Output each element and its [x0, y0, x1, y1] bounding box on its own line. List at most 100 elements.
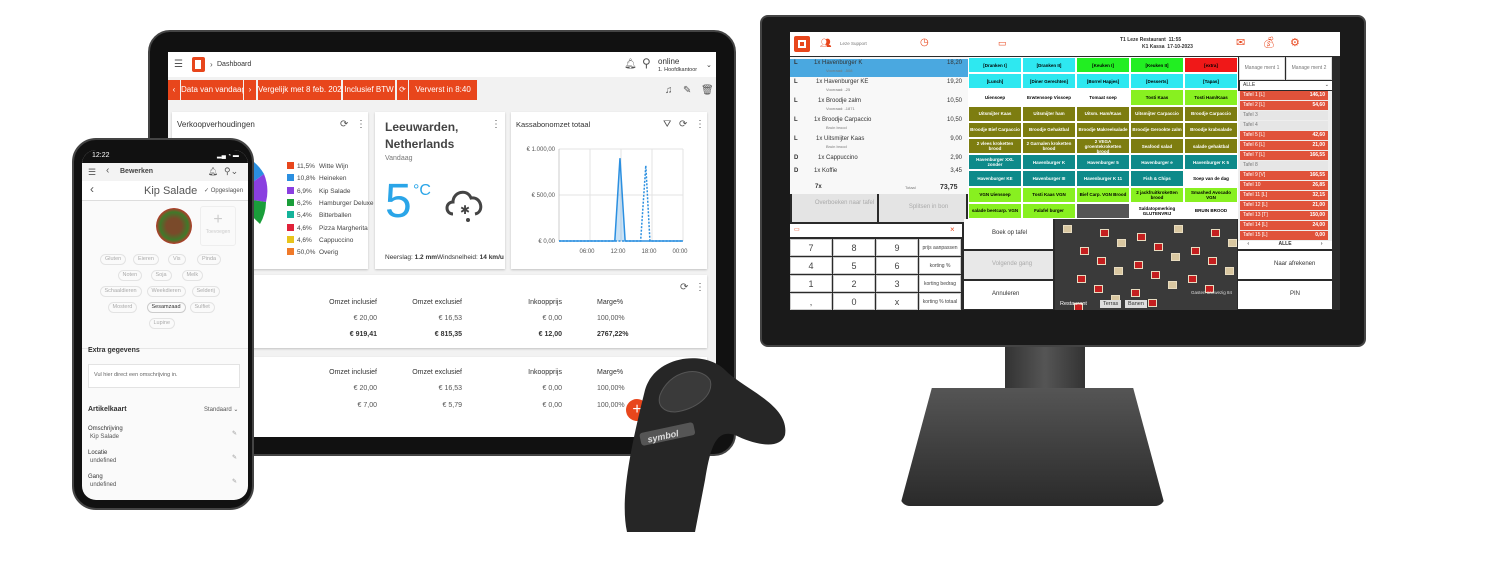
product-button[interactable]: [Keuken I]	[1076, 57, 1130, 74]
product-button[interactable]: Havenburger XXL zonder	[968, 154, 1022, 171]
description-input[interactable]: Vul hier direct een omschrijving in.	[88, 364, 240, 388]
numpad-key[interactable]: 0	[833, 293, 875, 310]
product-button[interactable]: Smashed Avocado VGN	[1184, 186, 1238, 203]
product-button[interactable]: [Dranken II]	[1022, 57, 1076, 74]
product-button[interactable]: Uitsm. Ham/Kaas	[1076, 105, 1130, 122]
order-line[interactable]: L 1x Broodje Carpaccio Bruin brood 10,50	[790, 116, 968, 134]
product-button[interactable]: Havenburger III	[1022, 170, 1076, 187]
table-header[interactable]: Inkoopprijs	[528, 299, 562, 306]
product-button[interactable]: [Diner Gerechten]	[1022, 73, 1076, 90]
product-button[interactable]: Havenburger 5	[1076, 154, 1130, 171]
table-row[interactable]: Tafel 15 [L] 0,00	[1240, 231, 1328, 240]
chevron-down-icon[interactable]: ⌄	[706, 62, 712, 69]
product-button[interactable]	[1076, 202, 1130, 219]
product-button[interactable]: [Tapas]	[1184, 73, 1238, 90]
product-button[interactable]: Tosti Kaas	[1130, 89, 1184, 106]
product-button[interactable]: Havenburger KE	[968, 170, 1022, 187]
management-button[interactable]: Manage ment 2	[1286, 57, 1332, 80]
numpad-key[interactable]: prijs aanpassen	[919, 239, 961, 256]
edit-icon[interactable]: ✎	[232, 431, 238, 437]
checkout-button[interactable]: Naar afrekenen	[1238, 251, 1332, 279]
table-row[interactable]: Tafel 12 [L] 21,00	[1240, 201, 1328, 210]
table-header[interactable]: Marge%	[597, 299, 624, 306]
allergen-chip[interactable]: Selderij	[191, 286, 220, 297]
allergen-chip[interactable]: Melk	[181, 270, 204, 281]
pin-payment-button[interactable]: PIN	[1238, 281, 1332, 309]
floor-table[interactable]	[1074, 303, 1083, 310]
floor-table[interactable]	[1137, 233, 1146, 241]
order-line[interactable]: D 1x Koffie 3,45	[790, 167, 968, 179]
product-button[interactable]: [Keuken II]	[1130, 57, 1184, 74]
product-button[interactable]: salade gehaktbal	[1184, 138, 1238, 155]
allergen-chip[interactable]: Mosterd	[107, 302, 138, 313]
order-line[interactable]: L 1x Havenburger K Voorraad: -508 18,20	[790, 59, 968, 77]
bell-icon[interactable]: 🔔︎	[624, 59, 637, 70]
back-icon[interactable]: ‹	[106, 165, 110, 176]
product-button[interactable]: Broodje krabsalade	[1184, 121, 1238, 138]
refresh-icon[interactable]: ⟳	[340, 119, 349, 130]
product-button[interactable]: Havenburger K	[1022, 154, 1076, 171]
product-button[interactable]: Havenburger K 11	[1076, 170, 1130, 187]
floor-table[interactable]	[1211, 229, 1220, 237]
vat-button[interactable]: Inclusief BTW	[343, 80, 395, 100]
product-button[interactable]: Uiensoep	[968, 89, 1022, 106]
allergen-chip[interactable]: Vis	[168, 254, 186, 265]
floor-tab[interactable]: Restaurant	[1060, 301, 1087, 307]
product-button[interactable]: 2 jackfruitkroketten brood	[1130, 186, 1184, 203]
allergen-chip[interactable]: Sesamzaad	[146, 302, 186, 313]
allergen-chip[interactable]: Gluten	[100, 254, 127, 265]
refresh-icon[interactable]: ⟳	[397, 80, 408, 100]
next-day-button[interactable]: ›	[244, 80, 256, 100]
product-button[interactable]: Broodje Gehaktbal	[1022, 121, 1076, 138]
floor-table[interactable]	[1188, 275, 1197, 283]
table-row[interactable]: Tafel 13 [T] 150,00	[1240, 211, 1328, 220]
money-bag-icon[interactable]: 💰︎	[1262, 37, 1276, 49]
card-icon[interactable]: ▭	[998, 38, 1007, 48]
product-button[interactable]: Saldatopmerking GLUTENVRIJ	[1130, 202, 1184, 219]
floor-tab[interactable]: Terras	[1100, 300, 1122, 308]
table-row[interactable]: Tafel 1 [L] 146,10	[1240, 91, 1328, 100]
split-bill-button[interactable]: Splitsen in bon	[879, 194, 966, 222]
floor-tab[interactable]: Banen	[1125, 300, 1147, 308]
floor-plan[interactable]: Gasten aanwezig 84 Restaurant Terras Banen	[1055, 219, 1237, 310]
numpad-key[interactable]: 7	[790, 239, 832, 256]
numpad-key[interactable]: 4	[790, 257, 832, 274]
product-button[interactable]: Fish & Chips	[1130, 170, 1184, 187]
table-row[interactable]: Tafel 8	[1240, 161, 1328, 170]
floor-table[interactable]	[1174, 225, 1183, 233]
product-button[interactable]: Uitsmijter Kaas	[968, 105, 1022, 122]
floor-table[interactable]	[1168, 281, 1177, 289]
product-button[interactable]: Tomaat soep	[1076, 89, 1130, 106]
allergen-chip[interactable]: Soja	[150, 270, 172, 281]
breadcrumb[interactable]: Dashboard	[217, 61, 252, 68]
more-icon[interactable]: ⋮	[695, 119, 705, 130]
table-row[interactable]: Tafel 14 [L] 24,00	[1240, 221, 1328, 230]
numpad-key[interactable]: 2	[833, 275, 875, 292]
edit-icon[interactable]: ✎	[683, 85, 692, 96]
table-header[interactable]: Omzet exclusief	[412, 299, 462, 306]
allergen-chip[interactable]: Eieren	[133, 254, 159, 265]
product-button[interactable]: Uitsmijter Carpaccio	[1130, 105, 1184, 122]
transfer-to-table-button[interactable]: Overboeken naar tafel	[792, 194, 877, 222]
amount-input[interactable]: ▭ ×	[790, 224, 962, 237]
table-header[interactable]: Omzet exclusief	[412, 369, 462, 376]
user-icon[interactable]: ⚲	[642, 56, 651, 70]
floor-table[interactable]	[1117, 239, 1126, 247]
allergen-chip[interactable]: Schaaldieren	[99, 286, 142, 297]
bell-add-icon[interactable]: ♫	[665, 85, 673, 96]
next-course-button[interactable]: Volgende gang	[964, 251, 1053, 279]
add-photo-button[interactable]: + Toevoegen	[200, 206, 236, 246]
table-list[interactable]: Tafel 1 [L] 146,10 Tafel 2 [L] 54,60 Tafel 3…	[1238, 91, 1332, 241]
table-row[interactable]: Tafel 9 [V] 166,55	[1240, 171, 1328, 180]
clock-icon[interactable]: ◷	[920, 37, 929, 48]
floor-table[interactable]	[1134, 261, 1143, 269]
refresh-timer-button[interactable]: Ververst in 8:40	[409, 80, 477, 100]
table-row[interactable]: Tafel 3	[1240, 111, 1328, 120]
product-button[interactable]: Broodje Makreelsalade	[1076, 121, 1130, 138]
numpad-key[interactable]: ,	[790, 293, 832, 310]
floor-table[interactable]	[1154, 243, 1163, 251]
product-button[interactable]: VGN Uiensoep	[968, 186, 1022, 203]
product-button[interactable]: 2 Garnalen kroketten brood	[1022, 138, 1076, 155]
floor-table[interactable]	[1114, 267, 1123, 275]
menu-icon[interactable]: ☰	[174, 59, 183, 70]
